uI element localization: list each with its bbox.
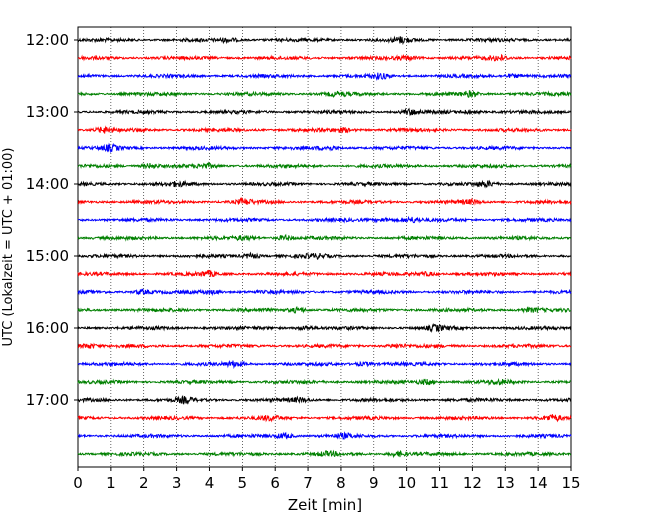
- x-tick-label-6: 6: [270, 474, 280, 492]
- y-tick-label-1700: 17:00: [26, 391, 69, 409]
- y-tick-label-1400: 14:00: [26, 175, 69, 193]
- trace-1745: [77, 449, 572, 459]
- trace-1645: [77, 377, 572, 387]
- y-tick-label-1500: 15:00: [26, 247, 69, 265]
- trace-1400: [77, 179, 572, 189]
- trace-1215: [77, 53, 572, 62]
- y-axis-ticks: 12:00 13:00 14:00 15:00 16:00 17:00: [26, 31, 78, 409]
- y-tick-label-1300: 13:00: [26, 103, 69, 121]
- trace-1230: [77, 72, 572, 81]
- x-tick-label-8: 8: [336, 474, 346, 492]
- y-axis-label: UTC (Lokalzeit = UTC + 01:00): [1, 148, 16, 347]
- trace-1715: [77, 414, 572, 423]
- x-axis-ticks: 0 1 2 3 4 5 6 7 8 9 10 11 12 13 14 15: [73, 467, 581, 492]
- x-tick-label-13: 13: [496, 474, 515, 492]
- x-tick-label-9: 9: [369, 474, 379, 492]
- trace-1445: [77, 233, 572, 242]
- trace-1515: [77, 269, 572, 278]
- trace-1615: [77, 342, 572, 350]
- trace-1345: [77, 161, 572, 170]
- trace-1245: [77, 90, 572, 99]
- x-tick-label-10: 10: [397, 474, 416, 492]
- grid-lines: [110, 27, 539, 467]
- trace-1500: [77, 251, 572, 260]
- x-tick-label-5: 5: [238, 474, 248, 492]
- x-tick-label-12: 12: [463, 474, 482, 492]
- x-tick-label-3: 3: [172, 474, 182, 492]
- trace-1530: [77, 288, 572, 297]
- trace-1430: [77, 215, 572, 224]
- x-tick-label-2: 2: [139, 474, 149, 492]
- x-tick-label-11: 11: [430, 474, 449, 492]
- trace-1730: [77, 431, 572, 440]
- trace-1415: [77, 196, 572, 206]
- plot-area-frame: [77, 26, 572, 468]
- trace-1200: [77, 35, 572, 46]
- x-axis-label: Zeit [min]: [288, 496, 362, 514]
- x-tick-label-0: 0: [73, 474, 83, 492]
- x-tick-label-15: 15: [561, 474, 580, 492]
- y-tick-label-1600: 16:00: [26, 319, 69, 337]
- trace-1300: [77, 107, 572, 117]
- x-tick-label-14: 14: [529, 474, 548, 492]
- seismogram-traces: [77, 35, 572, 459]
- x-tick-label-4: 4: [205, 474, 215, 492]
- trace-1545: [77, 305, 572, 314]
- trace-1600: [77, 323, 572, 334]
- y-tick-label-1200: 12:00: [26, 31, 69, 49]
- trace-1330: [77, 142, 572, 154]
- trace-1315: [77, 125, 572, 134]
- x-tick-label-7: 7: [303, 474, 313, 492]
- x-tick-label-1: 1: [106, 474, 116, 492]
- trace-1700: [77, 395, 572, 405]
- trace-1630: [77, 359, 572, 370]
